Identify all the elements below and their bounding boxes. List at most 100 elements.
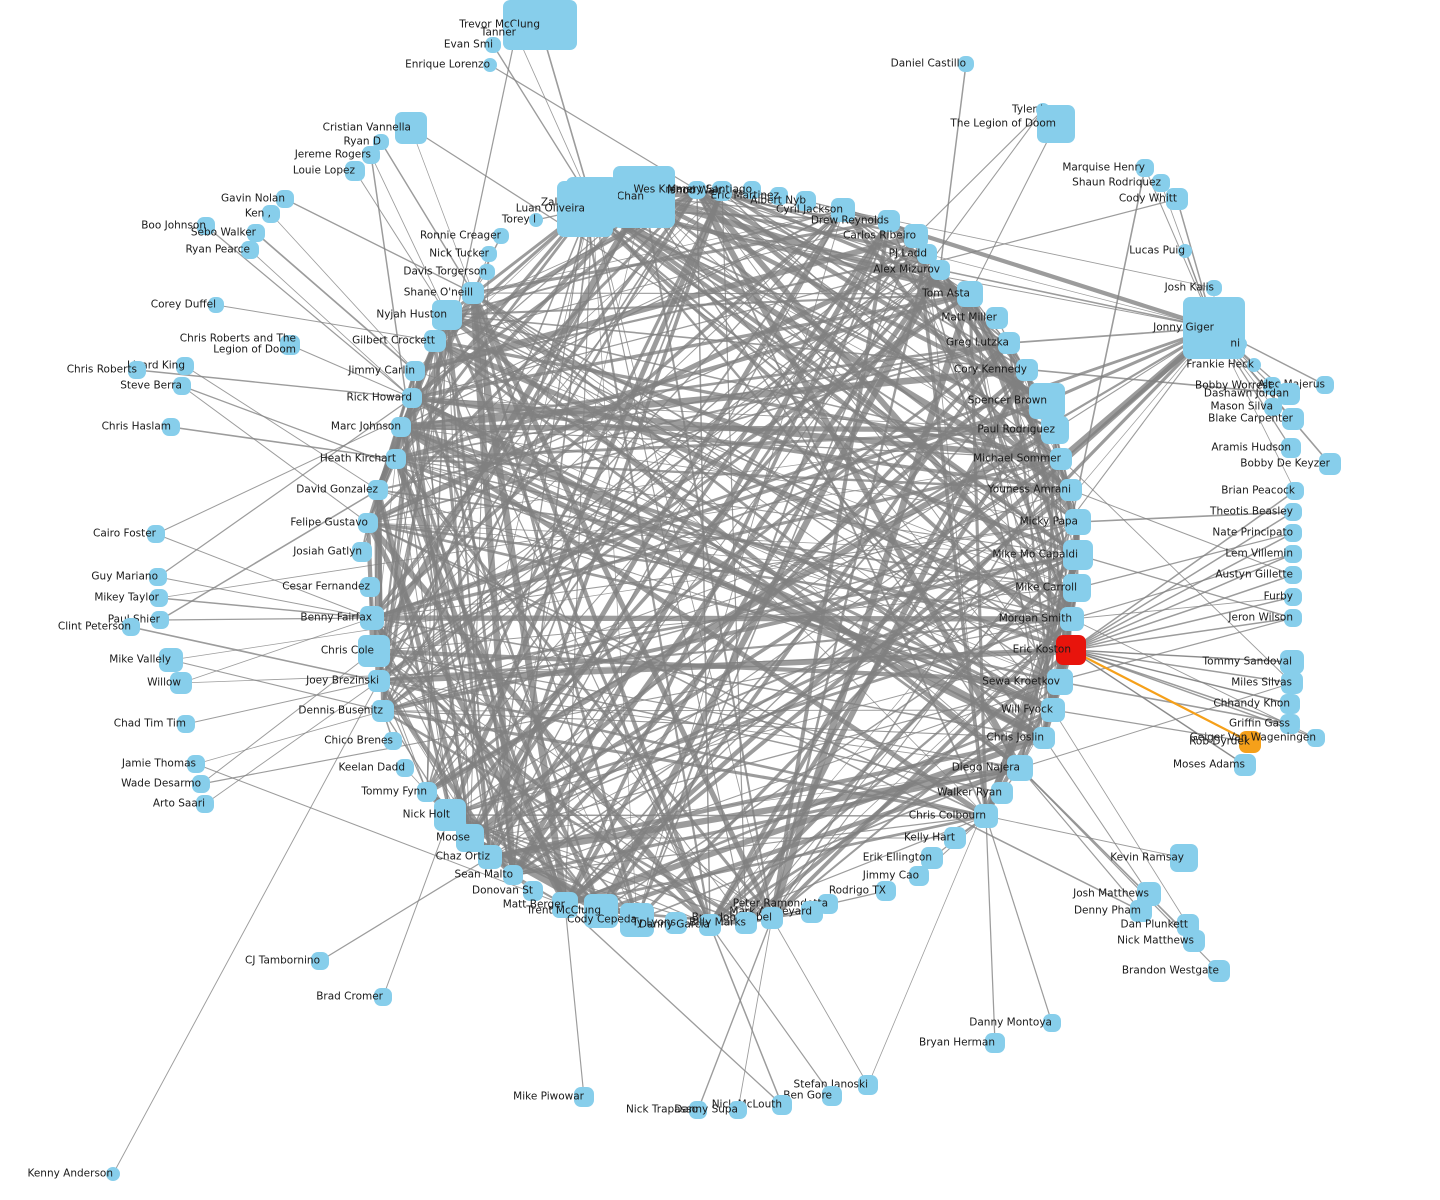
graph-node-erik-ellington[interactable] xyxy=(921,847,943,869)
graph-node-gilbert-crockett[interactable] xyxy=(424,330,446,352)
graph-node-bobby-worrest[interactable] xyxy=(1263,377,1281,395)
graph-node-nick-mclouth[interactable] xyxy=(772,1095,792,1115)
graph-node-benny-fairfax[interactable] xyxy=(360,606,384,630)
graph-node-heath-kirchart[interactable] xyxy=(386,449,406,469)
graph-node-boo-johnson[interactable] xyxy=(197,217,215,235)
graph-node-legion-of-doom[interactable] xyxy=(1037,105,1075,143)
graph-node-wes-kremer[interactable] xyxy=(688,181,706,199)
graph-node-mike-piwowar[interactable] xyxy=(574,1087,594,1107)
graph-node-josh-kalis[interactable] xyxy=(1206,280,1222,296)
graph-node-davis-torgerson[interactable] xyxy=(479,264,495,280)
graph-node-chris-haslam[interactable] xyxy=(162,418,180,436)
graph-node-trent-mcclung[interactable] xyxy=(584,894,618,928)
graph-node-chad-tim-tim[interactable] xyxy=(177,715,195,733)
graph-node-michael-sommer[interactable] xyxy=(1050,448,1072,470)
graph-node-aramis-hudson[interactable] xyxy=(1281,438,1301,458)
graph-node-sebo-walker[interactable] xyxy=(247,224,265,242)
graph-node-brad-cromer[interactable] xyxy=(374,988,392,1006)
graph-node-will-fyock[interactable] xyxy=(1041,698,1065,722)
graph-node-willow[interactable] xyxy=(170,672,192,694)
graph-node-youness-amrani[interactable] xyxy=(1060,479,1082,501)
graph-node-miles-silvas[interactable] xyxy=(1281,672,1303,694)
graph-node-lucas-puig[interactable] xyxy=(1178,244,1192,258)
graph-node-mark-appleyard[interactable] xyxy=(801,901,823,923)
graph-node-ben-gore[interactable] xyxy=(822,1086,842,1106)
graph-node-matt-berger[interactable] xyxy=(552,892,578,918)
graph-node-stefan-janoski[interactable] xyxy=(858,1075,878,1095)
graph-node-matt-miller[interactable] xyxy=(986,307,1008,329)
graph-node-alec-majerus[interactable] xyxy=(1316,376,1334,394)
graph-node-chris-roberts[interactable] xyxy=(128,361,146,379)
graph-node-rob-dyrdek[interactable] xyxy=(1239,731,1261,753)
graph-node-arto-saari[interactable] xyxy=(196,795,214,813)
graph-node-chris-joslin[interactable] xyxy=(1033,727,1055,749)
graph-node-felipe-gustavo[interactable] xyxy=(358,513,378,533)
graph-node-chico-brenes[interactable] xyxy=(384,732,402,750)
graph-node-kevin-ramsay[interactable] xyxy=(1170,844,1198,872)
graph-node-trevor-mcclung[interactable] xyxy=(503,0,577,50)
graph-node-ryan-pearce[interactable] xyxy=(241,241,259,259)
graph-node-blake-carpenter[interactable] xyxy=(1282,408,1304,430)
graph-node-jeron-wilson[interactable] xyxy=(1284,609,1302,627)
graph-node-brandon-biebel[interactable] xyxy=(761,907,783,929)
graph-node-sewa-kroetkov[interactable] xyxy=(1047,669,1073,695)
graph-node-evan-smi[interactable] xyxy=(485,37,501,53)
graph-node-chaz-ortiz[interactable] xyxy=(478,845,502,869)
graph-node-chris-chan[interactable] xyxy=(613,166,675,228)
graph-node-peter-ramondetta[interactable] xyxy=(818,894,838,914)
graph-node-eric-martinez[interactable] xyxy=(770,187,788,205)
graph-node-diego-najera[interactable] xyxy=(1007,755,1033,781)
graph-node-austyn-gillette[interactable] xyxy=(1284,566,1302,584)
graph-node-jimmy-carlin[interactable] xyxy=(405,361,425,381)
graph-node-pj-ladd[interactable] xyxy=(917,244,937,264)
graph-node-paul-rodriguez[interactable] xyxy=(1041,416,1069,444)
graph-node-cory-kennedy[interactable] xyxy=(1016,359,1038,381)
graph-node-ty-lyons[interactable] xyxy=(665,912,687,934)
graph-node-billy-marks[interactable] xyxy=(735,912,757,934)
graph-node-cristian-vannella[interactable] xyxy=(395,112,427,144)
graph-node-bryan-herman[interactable] xyxy=(985,1033,1005,1053)
graph-node-ryan-d[interactable] xyxy=(373,134,389,150)
graph-node-cesar-fernandez[interactable] xyxy=(360,577,380,597)
graph-node-clint-peterson[interactable] xyxy=(122,618,140,636)
graph-node-louie-lopez[interactable] xyxy=(345,161,365,181)
graph-node-lizard-king[interactable] xyxy=(176,357,194,375)
graph-node-shane-oneill[interactable] xyxy=(462,282,484,304)
graph-node-guy-mariano[interactable] xyxy=(149,568,167,586)
graph-node-geiger-van-wageningen[interactable] xyxy=(1307,729,1325,747)
graph-node-frankie-heck[interactable] xyxy=(1247,358,1261,372)
graph-node-david-gonzalez[interactable] xyxy=(368,480,388,500)
graph-node-wade-desarmo[interactable] xyxy=(192,775,210,793)
graph-node-tommy-sandoval[interactable] xyxy=(1280,650,1304,674)
graph-node-mike-carroll[interactable] xyxy=(1063,574,1091,602)
graph-node-morgan-smith[interactable] xyxy=(1060,607,1084,631)
graph-node-amrani-right[interactable] xyxy=(1233,337,1247,351)
graph-node-spencer-brown[interactable] xyxy=(1029,383,1065,419)
graph-node-cj-tambornino[interactable] xyxy=(311,952,329,970)
graph-node-theotis-beasley[interactable] xyxy=(1284,503,1302,521)
graph-node-cyril-jackson[interactable] xyxy=(831,198,855,222)
graph-node-alex-mizurov[interactable] xyxy=(930,260,950,280)
graph-node-tom-asta[interactable] xyxy=(957,281,983,307)
graph-node-chris-roberts-legion[interactable] xyxy=(280,335,300,355)
graph-node-brandon-westgate[interactable] xyxy=(1208,960,1230,982)
graph-node-torey-l[interactable] xyxy=(529,213,543,227)
graph-node-mikey-taylor[interactable] xyxy=(150,589,168,607)
graph-node-tommy-fynn[interactable] xyxy=(417,782,437,802)
graph-node-danny-garcia[interactable] xyxy=(699,914,721,936)
graph-node-tanner[interactable] xyxy=(509,26,523,40)
graph-node-cody-whitt[interactable] xyxy=(1166,188,1188,210)
graph-node-kelly-hart[interactable] xyxy=(944,827,966,849)
graph-node-greg-lutzka[interactable] xyxy=(998,332,1020,354)
graph-node-daniel-castillo[interactable] xyxy=(958,56,974,72)
graph-node-enrique-lorenzo[interactable] xyxy=(483,58,497,72)
graph-node-albert-nyberg[interactable] xyxy=(796,191,816,211)
graph-node-jereme-rogers[interactable] xyxy=(362,146,380,164)
graph-node-cody-cepeda[interactable] xyxy=(620,903,654,937)
graph-node-mason-silva[interactable] xyxy=(1264,398,1282,416)
graph-node-nick-trapasso[interactable] xyxy=(689,1101,707,1119)
graph-node-furby[interactable] xyxy=(1284,588,1302,606)
graph-node-griffin-gass[interactable] xyxy=(1280,714,1300,734)
graph-node-eric-koston[interactable] xyxy=(1056,635,1086,665)
graph-node-gavin-nolan[interactable] xyxy=(276,190,294,208)
